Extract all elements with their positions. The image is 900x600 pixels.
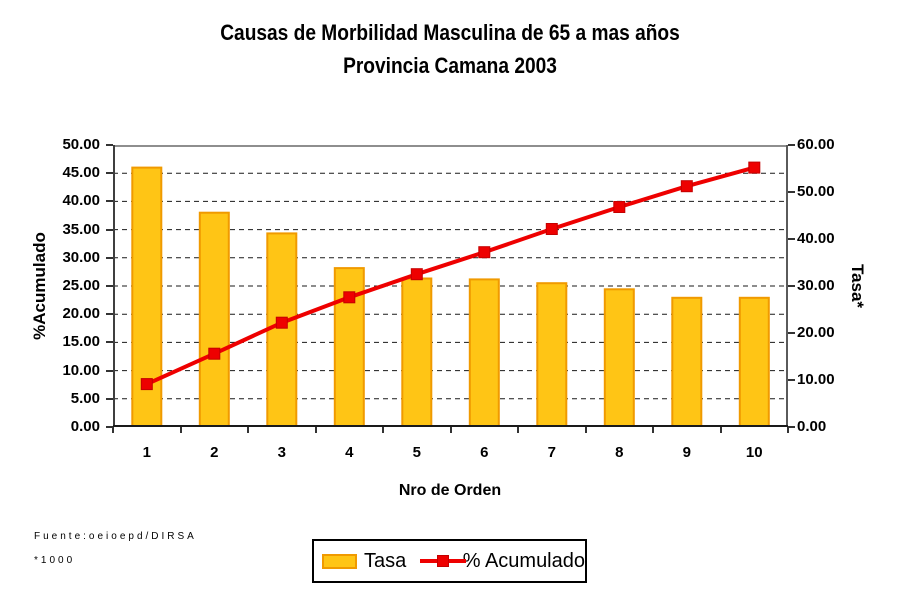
left-axis-tickmark — [106, 256, 113, 259]
left-axis-tick-label: 15.00 — [62, 333, 100, 351]
acumulado-line — [145, 165, 755, 386]
acumulado-marker — [275, 316, 288, 329]
x-axis-tickmark — [787, 427, 789, 433]
left-axis-tickmark — [106, 369, 113, 372]
left-axis-tick-label: 50.00 — [62, 136, 100, 153]
left-axis-tick-label: 35.00 — [62, 220, 100, 238]
right-axis-tick-label: 30.00 — [797, 277, 835, 294]
x-axis-tick-label: 10 — [745, 444, 763, 461]
right-axis-tick-label: 20.00 — [797, 324, 835, 341]
right-axis-tick-label: 10.00 — [797, 371, 835, 388]
x-axis-tickmark — [112, 427, 114, 433]
right-axis-tickmark — [788, 191, 795, 193]
x-axis-tick-label: 9 — [682, 444, 691, 461]
left-axis-tickmark — [106, 200, 113, 203]
legend-line-marker-swatch — [420, 554, 467, 568]
left-axis-tickmark — [106, 172, 113, 175]
left-axis-tickmark — [106, 285, 113, 287]
legend-label-acumulado: % Acumulado — [462, 549, 585, 572]
tasa-bar — [266, 232, 298, 429]
right-axis-tickmark — [788, 285, 795, 287]
left-axis-tick-label: 10.00 — [62, 361, 100, 379]
x-axis-tickmark — [247, 427, 249, 433]
left-axis-tick-label: 20.00 — [62, 305, 100, 323]
left-axis-tickmark — [106, 144, 113, 146]
plot-area — [113, 145, 788, 429]
legend-label-tasa: Tasa — [363, 549, 407, 572]
right-axis-tick-label: 0.00 — [797, 418, 827, 435]
acumulado-marker — [410, 268, 423, 281]
x-axis-tickmark — [652, 427, 654, 433]
tasa-bar — [401, 277, 433, 428]
x-axis-tick-label: 1 — [142, 444, 151, 461]
x-axis-tick-label: 6 — [480, 444, 489, 461]
left-axis-tick-label: 25.00 — [62, 277, 100, 294]
right-axis-tick-label: 40.00 — [797, 230, 835, 247]
x-axis-tick-label: 7 — [547, 444, 556, 461]
plot-svg — [113, 145, 788, 429]
left-axis-tickmark — [106, 313, 113, 316]
right-axis-tick-label: 60.00 — [797, 136, 835, 153]
left-axis-tickmark — [106, 228, 113, 231]
left-axis-tick-label: 5.00 — [70, 389, 100, 407]
left-axis-tick-label: 0.00 — [70, 418, 100, 435]
x-axis-tickmark — [449, 427, 452, 433]
acumulado-marker — [140, 378, 153, 391]
x-axis-tick-label: 4 — [345, 444, 354, 461]
x-axis-tickmark — [584, 427, 587, 433]
right-axis-tickmark — [788, 332, 795, 334]
x-axis-tick-label: 2 — [210, 444, 219, 461]
x-axis-tickmark — [517, 427, 519, 433]
x-axis-tick-label: 5 — [412, 444, 421, 461]
tasa-bar — [536, 282, 568, 428]
left-axis-tick-label: 45.00 — [62, 164, 100, 182]
scale-note: *1000 — [34, 555, 76, 566]
legend-bar-swatch — [322, 553, 357, 569]
x-axis-tick-label: 3 — [277, 444, 286, 461]
chart-title: Causas de Morbilidad Masculina de 65 a m… — [0, 16, 900, 82]
x-axis-tickmark — [382, 427, 384, 433]
right-axis-tickmark — [788, 426, 795, 428]
acumulado-marker — [478, 246, 491, 259]
acumulado-marker — [208, 347, 221, 360]
acumulado-marker — [680, 180, 693, 193]
left-axis-tickmark — [106, 341, 113, 344]
right-axis-tickmark — [788, 144, 795, 146]
legend: Tasa % Acumulado — [312, 539, 587, 583]
tasa-bar — [603, 288, 635, 428]
tasa-bar — [671, 296, 703, 429]
x-axis-tickmark — [719, 427, 722, 433]
legend-line-square-marker — [437, 555, 450, 567]
tasa-bar — [198, 211, 230, 428]
chart-title-line1: Causas de Morbilidad Masculina de 65 a m… — [220, 20, 680, 45]
acumulado-marker — [545, 223, 558, 235]
chart-title-line2: Provincia Camana 2003 — [343, 53, 557, 78]
right-axis-tickmark — [788, 238, 795, 240]
acumulado-marker — [748, 161, 761, 174]
tasa-bar — [468, 278, 500, 428]
right-axis-tickmark — [788, 379, 795, 381]
left-axis-tick-label: 40.00 — [62, 192, 100, 210]
left-axis-tickmark — [106, 426, 113, 428]
source-note: Fuente:oeioepd/DIRSA — [34, 531, 197, 542]
left-axis-tickmark — [106, 397, 113, 400]
x-axis-tickmark — [179, 427, 182, 433]
x-axis-tickmark — [314, 427, 317, 433]
x-axis-tick-label: 8 — [615, 444, 624, 461]
tasa-bar — [738, 296, 770, 429]
acumulado-marker — [343, 291, 356, 304]
left-axis-tick-label: 30.00 — [62, 248, 100, 266]
right-axis-tick-label: 50.00 — [797, 183, 835, 200]
acumulado-marker — [613, 201, 626, 213]
x-axis-title: Nro de Orden — [398, 482, 502, 499]
